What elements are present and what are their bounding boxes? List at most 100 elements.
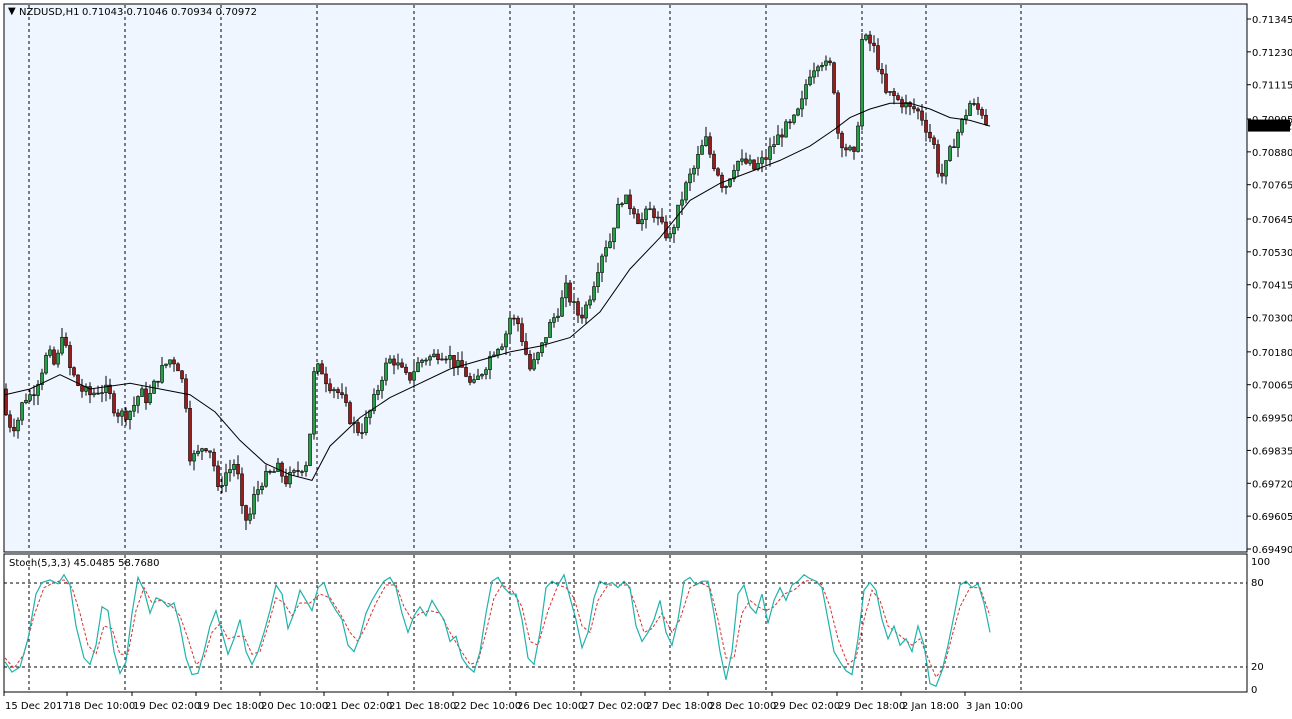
bull-candle — [736, 160, 740, 171]
bear-candle — [72, 367, 76, 376]
time-tick-label: 19 Dec 18:00 — [197, 701, 264, 712]
bull-candle — [572, 301, 576, 303]
bull-candle — [120, 410, 124, 417]
bull-candle — [272, 471, 276, 473]
bull-candle — [888, 91, 892, 93]
bear-candle — [788, 121, 792, 124]
price-tick-label: 0.69720 — [1252, 479, 1292, 490]
bull-candle — [476, 375, 480, 380]
bear-candle — [912, 106, 916, 110]
current-price-marker: 0.70972 — [1248, 119, 1292, 133]
stochastic-panel-border — [3, 553, 1248, 693]
bear-candle — [512, 317, 516, 320]
bull-candle — [804, 84, 808, 100]
bull-candle — [540, 342, 544, 354]
bear-candle — [244, 505, 248, 521]
bear-candle — [896, 95, 900, 100]
bear-candle — [464, 367, 468, 377]
bull-candle — [396, 362, 400, 366]
bull-candle — [740, 158, 744, 162]
bull-candle — [684, 182, 688, 201]
bull-candle — [556, 315, 560, 318]
bull-candle — [104, 384, 108, 393]
bull-candle — [376, 390, 380, 395]
bull-candle — [412, 371, 416, 381]
bull-candle — [856, 125, 860, 152]
current-price-label: 0.70972 — [1251, 122, 1292, 133]
bear-candle — [780, 134, 784, 138]
bear-candle — [320, 363, 324, 375]
bear-candle — [936, 144, 940, 174]
bull-candle — [596, 272, 600, 287]
bear-candle — [852, 146, 856, 152]
bull-candle — [420, 359, 424, 363]
bull-candle — [532, 359, 536, 370]
bear-candle — [828, 60, 832, 64]
bull-candle — [432, 353, 436, 357]
bull-candle — [688, 173, 692, 184]
bear-candle — [976, 103, 980, 110]
bull-candle — [276, 462, 280, 472]
bear-candle — [660, 216, 664, 223]
bull-candle — [956, 131, 960, 148]
bull-candle — [484, 369, 488, 375]
bull-candle — [672, 227, 676, 235]
bull-candle — [620, 203, 624, 206]
bear-candle — [436, 353, 440, 361]
bear-candle — [204, 448, 208, 452]
bear-candle — [928, 131, 932, 139]
bear-candle — [80, 385, 84, 392]
bull-candle — [760, 157, 764, 164]
price-tick-label: 0.70530 — [1252, 248, 1292, 259]
bull-candle — [904, 102, 908, 108]
bear-candle — [980, 109, 984, 116]
bear-candle — [972, 103, 976, 105]
stoch-scale-20: 20 — [1251, 662, 1264, 673]
bear-candle — [64, 336, 68, 346]
price-panel[interactable] — [4, 4, 1247, 552]
bear-candle — [516, 317, 520, 325]
bear-candle — [844, 147, 848, 151]
bull-candle — [600, 255, 604, 273]
bear-candle — [984, 114, 988, 125]
price-tick-label: 0.69605 — [1252, 512, 1292, 523]
price-tick-label: 0.69950 — [1252, 414, 1292, 425]
bear-candle — [716, 168, 720, 176]
bear-candle — [404, 366, 408, 373]
symbol-label: NZDUSD,H1 — [19, 7, 79, 18]
collapse-arrow-icon[interactable]: ▼ — [8, 6, 16, 17]
bull-candle — [964, 115, 968, 120]
bull-candle — [604, 247, 608, 257]
price-axis: 0.713450.712300.711150.709950.708800.707… — [1247, 15, 1292, 556]
bull-candle — [332, 389, 336, 392]
price-tick-label: 0.71345 — [1252, 15, 1292, 26]
bull-candle — [100, 392, 104, 394]
bull-candle — [292, 470, 296, 473]
bear-candle — [524, 341, 528, 355]
bull-candle — [440, 358, 444, 361]
price-tick-label: 0.70300 — [1252, 314, 1292, 325]
bear-candle — [752, 159, 756, 170]
price-tick-label: 0.69835 — [1252, 446, 1292, 457]
bear-candle — [96, 392, 100, 395]
bear-candle — [392, 358, 396, 366]
bull-candle — [28, 394, 32, 401]
price-tick-label: 0.71115 — [1252, 81, 1292, 92]
bull-candle — [968, 103, 972, 116]
bull-candle — [536, 352, 540, 360]
bull-candle — [132, 404, 136, 412]
bear-candle — [840, 132, 844, 149]
stoch-scale-80: 80 — [1251, 578, 1264, 589]
bull-candle — [504, 333, 508, 348]
bull-candle — [772, 144, 776, 148]
bull-candle — [616, 203, 620, 229]
bear-candle — [632, 208, 636, 215]
time-tick-label: 29 Dec 02:00 — [773, 701, 840, 712]
time-tick-label: 2 Jan 18:00 — [902, 701, 959, 712]
bear-candle — [112, 393, 116, 414]
bear-candle — [940, 172, 944, 177]
bear-candle — [52, 349, 56, 365]
bull-candle — [820, 65, 824, 68]
